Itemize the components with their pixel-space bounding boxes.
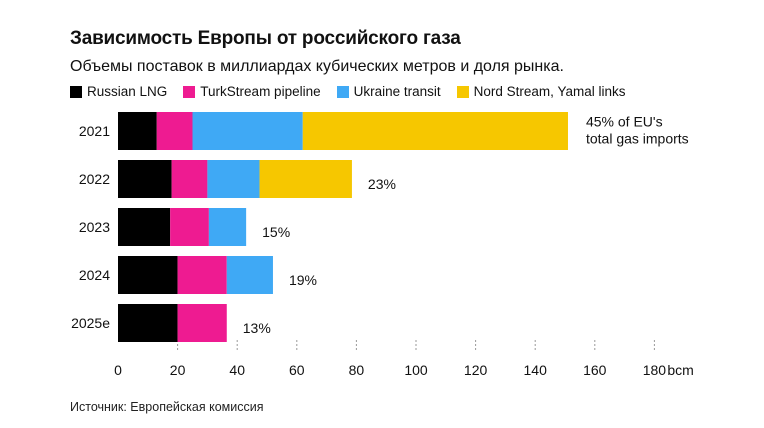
legend-item: Russian LNG xyxy=(70,84,167,99)
bar-segment xyxy=(302,112,568,150)
x-tick-label: 60 xyxy=(289,362,305,378)
x-tick-label: 0 xyxy=(114,362,122,378)
bar-segment xyxy=(208,208,247,246)
legend-label: Russian LNG xyxy=(87,84,168,99)
x-tick-label: 120 xyxy=(464,362,488,378)
bar-segment xyxy=(177,256,227,294)
data-label: 45% of EU's xyxy=(586,114,663,130)
y-tick-label: 2022 xyxy=(79,171,110,187)
bar-segment xyxy=(226,256,273,294)
legend-swatch xyxy=(456,85,469,98)
data-label: 13% xyxy=(243,320,271,336)
data-label: 19% xyxy=(289,272,317,288)
bar-segment xyxy=(118,304,178,342)
x-tick-label: 160 xyxy=(583,362,607,378)
bar-segment xyxy=(156,112,193,150)
x-axis-unit: bcm xyxy=(667,362,693,378)
legend-item: Nord Stream, Yamal links xyxy=(456,84,626,99)
y-tick-label: 2023 xyxy=(79,219,110,235)
bar-segment xyxy=(207,160,260,198)
data-label: 23% xyxy=(368,176,396,192)
x-tick-label: 80 xyxy=(349,362,365,378)
y-tick-label: 2025e xyxy=(71,315,110,331)
data-label: total gas imports xyxy=(586,131,689,147)
legend-label: Nord Stream, Yamal links xyxy=(473,84,626,99)
legend-label: TurkStream pipeline xyxy=(200,84,321,99)
chart-title: Зависимость Европы от российского газа xyxy=(70,28,461,49)
bar-segment xyxy=(171,160,208,198)
bar-segment xyxy=(118,256,178,294)
legend-item: TurkStream pipeline xyxy=(183,84,321,99)
bar-segment xyxy=(118,208,171,246)
y-tick-label: 2021 xyxy=(79,123,110,139)
data-label: 15% xyxy=(262,224,290,240)
x-tick-label: 40 xyxy=(229,362,245,378)
bar-segment xyxy=(118,160,172,198)
legend-item: Ukraine transit xyxy=(336,84,441,99)
bar-segment xyxy=(259,160,352,198)
x-tick-label: 140 xyxy=(524,362,548,378)
legend-swatch xyxy=(183,85,196,98)
bar-segment xyxy=(192,112,303,150)
y-tick-label: 2024 xyxy=(79,267,110,283)
bar-segment xyxy=(170,208,209,246)
bar-segment xyxy=(177,304,227,342)
bar-segment xyxy=(118,112,157,150)
chart-subtitle: Объемы поставок в миллиардах кубических … xyxy=(70,58,564,75)
legend-swatch xyxy=(336,85,349,98)
legend-label: Ukraine transit xyxy=(353,84,441,99)
x-tick-label: 20 xyxy=(170,362,186,378)
chart-legend: Russian LNG TurkStream pipeline Ukraine tr… xyxy=(70,84,625,99)
legend-swatch xyxy=(70,85,82,98)
x-tick-label: 100 xyxy=(404,362,428,378)
x-tick-label: 180 xyxy=(643,362,667,378)
source-note: Источник: Европейская комиссия xyxy=(70,400,264,414)
